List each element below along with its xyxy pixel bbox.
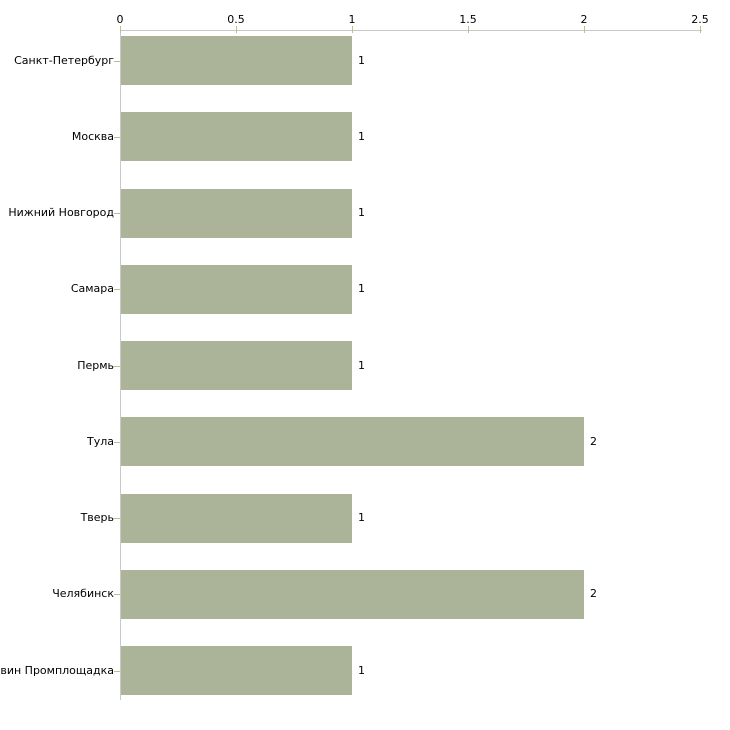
category-label: Челябинск <box>52 587 114 601</box>
category-label: Тула <box>86 434 114 448</box>
y-axis-line <box>120 30 121 700</box>
category-tick-mark <box>114 213 120 214</box>
category-tick-mark <box>114 518 120 519</box>
category-label: Нижний Новгород <box>8 206 114 219</box>
x-tick-label: 0 <box>116 13 124 26</box>
x-tick-mark <box>700 26 701 33</box>
category-label: Тихвин Промплощадка <box>0 663 114 677</box>
bar <box>121 417 584 467</box>
bar <box>121 112 352 162</box>
value-label: 1 <box>358 358 365 372</box>
x-tick-mark <box>120 26 121 33</box>
bar <box>121 188 352 238</box>
category-tick-mark <box>114 670 120 672</box>
value-label: 1 <box>358 206 365 219</box>
x-axis-line <box>120 30 702 31</box>
bar <box>121 646 352 695</box>
x-tick-mark <box>352 26 353 33</box>
x-tick-label: 2 <box>580 13 588 26</box>
bar <box>121 493 352 543</box>
bar <box>121 569 584 619</box>
value-label: 1 <box>358 129 365 143</box>
category-label: Москва <box>71 129 114 143</box>
category-tick-mark <box>114 60 120 62</box>
bar <box>121 341 352 390</box>
x-tick-mark <box>468 26 469 33</box>
value-label: 1 <box>358 511 365 524</box>
category-tick-mark <box>114 136 120 138</box>
value-label: 2 <box>590 587 597 601</box>
value-label: 2 <box>590 434 597 448</box>
x-tick-mark <box>236 26 237 33</box>
category-label: Самара <box>70 282 114 296</box>
category-tick-mark <box>114 365 120 367</box>
category-label: Санкт-Петербург <box>14 53 114 67</box>
category-tick-mark <box>114 289 120 291</box>
category-label: Пермь <box>77 358 114 372</box>
x-tick-label: 1.5 <box>459 13 477 26</box>
value-label: 1 <box>358 282 365 296</box>
x-tick-mark <box>584 26 585 33</box>
x-tick-label: 0.5 <box>227 13 245 26</box>
x-tick-label: 1 <box>348 13 356 26</box>
category-tick-mark <box>114 441 120 443</box>
value-label: 1 <box>358 663 365 677</box>
category-tick-mark <box>114 594 120 596</box>
x-tick-label: 2.5 <box>691 13 709 26</box>
bar <box>121 36 352 85</box>
category-label: Тверь <box>80 511 114 524</box>
value-label: 1 <box>358 53 365 67</box>
bar <box>121 264 352 314</box>
